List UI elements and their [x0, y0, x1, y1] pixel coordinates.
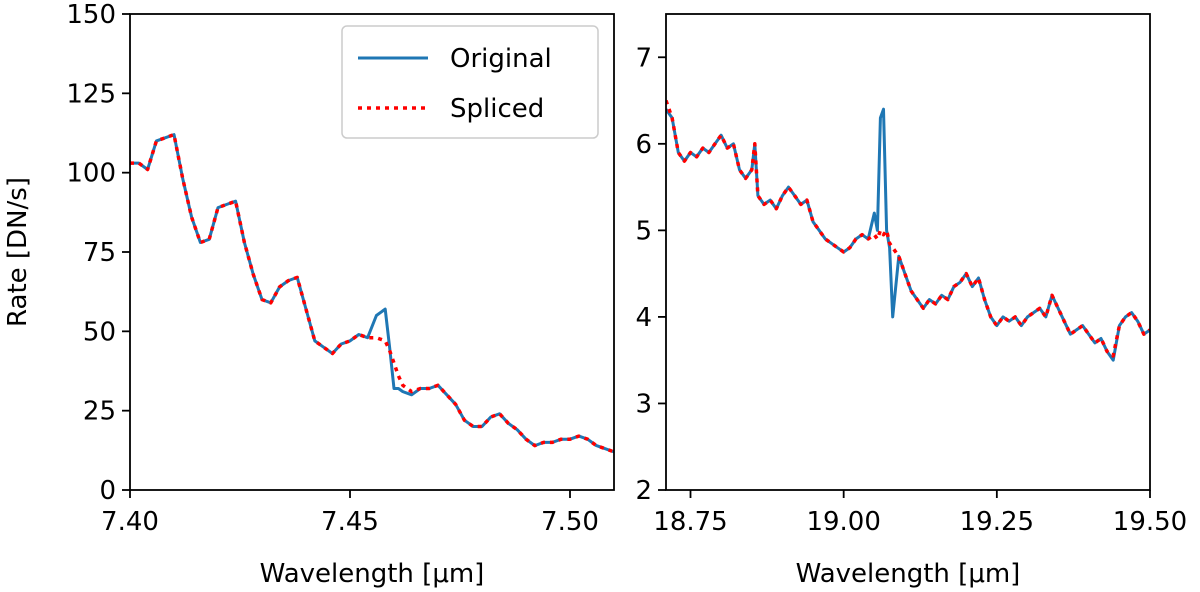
x-tick-label: 18.75: [653, 507, 727, 537]
y-tick-label: 6: [635, 130, 652, 160]
series-line-spliced: [666, 99, 1150, 358]
x-axis-label: Wavelength [μm]: [796, 559, 1021, 589]
x-tick-label: 19.25: [960, 507, 1034, 537]
x-tick-label: 7.45: [321, 507, 379, 537]
legend-label-spliced: Spliced: [450, 94, 544, 124]
y-tick-label: 75: [83, 238, 116, 268]
y-tick-label: 25: [83, 397, 116, 427]
y-tick-label: 2: [635, 476, 652, 506]
chart-panel-right: 18.75 19.00 19.25 19.50 2 3 4 5 6 7 Wavelength [μm…: [635, 13, 1187, 589]
y-tick-label: 100: [66, 159, 116, 189]
x-tick-label: 19.50: [1113, 507, 1187, 537]
y-tick-label: 4: [635, 303, 652, 333]
series-line-original: [666, 107, 1150, 362]
y-axis-label-left: Rate [DN/s]: [3, 177, 33, 327]
y-tick-label: 5: [635, 216, 652, 246]
series-line-spliced: [130, 132, 614, 454]
x-tick-label: 7.50: [541, 507, 599, 537]
y-tick-label: 0: [99, 476, 116, 506]
x-axis-label: Wavelength [μm]: [260, 559, 485, 589]
legend: Original Spliced: [341, 25, 599, 139]
y-tick-label: 7: [635, 43, 652, 73]
chart-panel-left: 7.40 7.45 7.50 0 25 50 75 100 125 150 Wavelength […: [66, 0, 615, 589]
y-tick-label: 3: [635, 389, 652, 419]
axes-frame: [665, 13, 1151, 491]
x-tick-label: 19.00: [806, 507, 880, 537]
series-line-original: [130, 133, 614, 454]
y-tick-label: 50: [83, 317, 116, 347]
legend-label-original: Original: [450, 44, 552, 74]
y-tick-label: 150: [66, 0, 116, 30]
y-tick-label: 125: [66, 79, 116, 109]
x-tick-label: 7.40: [101, 507, 159, 537]
